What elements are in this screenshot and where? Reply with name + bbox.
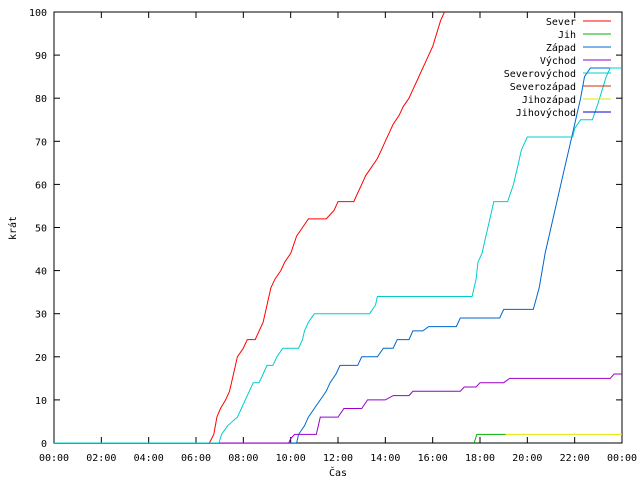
series-line-severovychod — [54, 67, 622, 443]
y-tick-label: 50 — [35, 224, 47, 235]
y-axis: 0 10 20 30 40 50 60 70 80 90 100 — [29, 8, 622, 450]
x-axis-label: Čas — [329, 466, 347, 479]
series-layer — [54, 12, 622, 443]
x-tick-label: 06:00 — [181, 453, 211, 464]
x-tick-label: 14:00 — [370, 453, 400, 464]
x-tick-label: 10:00 — [276, 453, 306, 464]
x-tick-label: 20:00 — [512, 453, 542, 464]
legend-label: Severovýchod — [504, 68, 576, 80]
legend-label: Východ — [540, 55, 576, 67]
legend-label: Jih — [558, 30, 576, 41]
x-tick-label: 00:00 — [607, 453, 637, 464]
x-tick-label: 18:00 — [465, 453, 495, 464]
y-tick-label: 80 — [35, 94, 47, 105]
x-tick-label: 12:00 — [323, 453, 353, 464]
x-tick-label: 08:00 — [228, 453, 258, 464]
legend-label: Jihovýchod — [516, 107, 576, 119]
x-axis: 00:00 02:00 04:00 06:00 08:00 10:00 12:00 14:00… — [39, 12, 637, 464]
y-tick-label: 20 — [35, 353, 47, 364]
series-line-jih — [473, 433, 506, 443]
x-tick-label: 16:00 — [418, 453, 448, 464]
x-tick-label: 00:00 — [39, 453, 69, 464]
legend-label: Jihozápad — [522, 94, 576, 106]
legend-label: Západ — [546, 42, 576, 54]
y-tick-label: 90 — [35, 51, 47, 62]
y-tick-label: 0 — [41, 439, 47, 450]
y-axis-label: krát — [7, 216, 19, 240]
series-line-sever — [54, 12, 445, 443]
y-tick-label: 10 — [35, 396, 47, 407]
legend: Sever JihZápadVýchodSeverovýchodSeverozáp… — [504, 17, 611, 119]
legend-label: Sever — [546, 17, 576, 28]
y-tick-label: 30 — [35, 310, 47, 321]
series-line-vychod — [54, 373, 622, 443]
legend-label: Severozápad — [510, 81, 576, 93]
x-tick-label: 04:00 — [134, 453, 164, 464]
series-line-zapad — [54, 67, 622, 443]
x-tick-label: 02:00 — [86, 453, 116, 464]
x-tick-label: 22:00 — [560, 453, 590, 464]
y-tick-label: 100 — [29, 8, 47, 19]
y-tick-label: 40 — [35, 267, 47, 278]
y-tick-label: 60 — [35, 180, 47, 191]
y-tick-label: 70 — [35, 137, 47, 148]
